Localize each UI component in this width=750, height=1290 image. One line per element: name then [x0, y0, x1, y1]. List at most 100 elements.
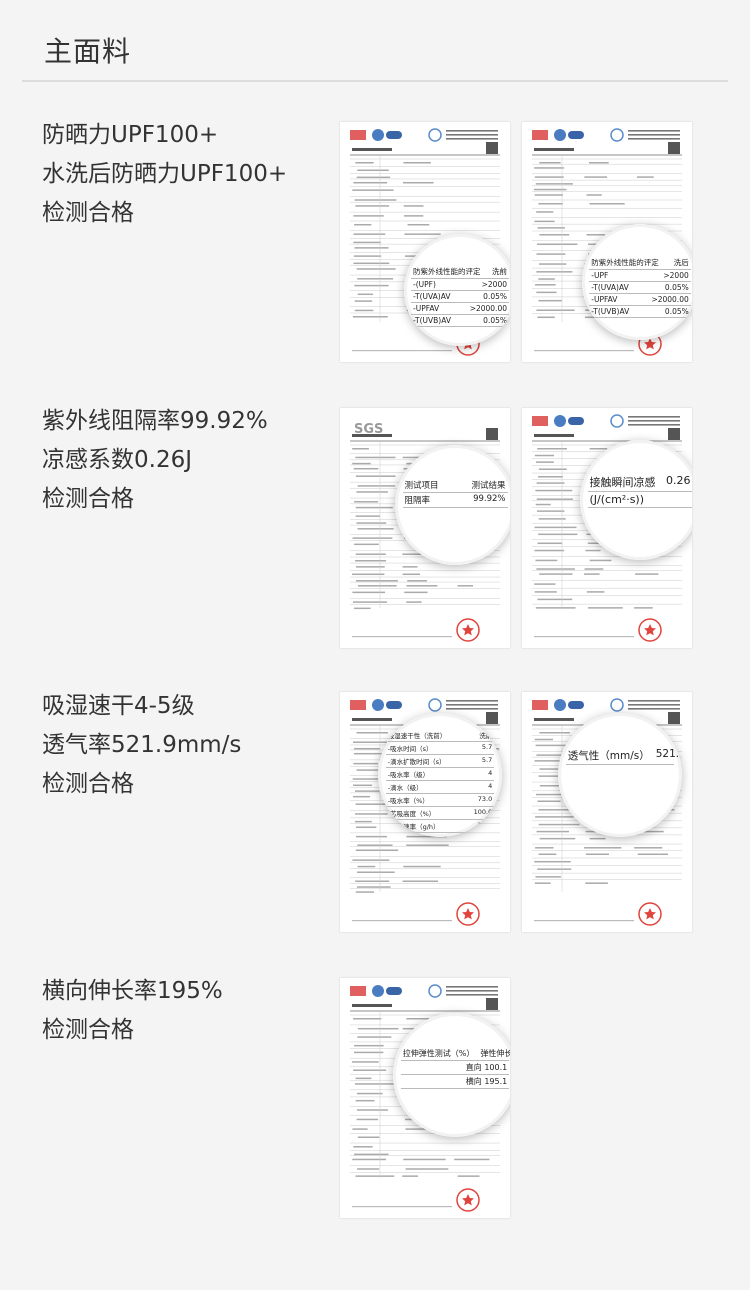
doc-line	[352, 778, 381, 780]
doc-line	[355, 813, 388, 815]
doc-line	[355, 566, 385, 568]
doc-line	[355, 506, 393, 509]
doc-line	[352, 784, 373, 787]
magnified-text: >2000.00	[469, 303, 507, 313]
doc-line	[356, 769, 395, 771]
stamp	[462, 624, 474, 636]
doc-line	[352, 573, 385, 576]
doc-heading	[534, 718, 574, 721]
doc-line	[403, 1158, 446, 1161]
doc-line	[402, 456, 429, 459]
magnified-text: 测试项目	[404, 481, 439, 491]
doc-line	[635, 573, 659, 575]
section-line: 透气率521.9mm/s	[42, 732, 242, 758]
doc-line	[628, 138, 680, 140]
doc-line	[355, 1175, 395, 1177]
logo-badge	[350, 130, 366, 140]
magnified-text: -UPFAV	[591, 294, 618, 304]
report-image: 防紫外线性能的评定 洗前 -(UPF) >2000 -T(UVA)AV 0.05% -UPF…	[340, 122, 510, 362]
doc-line	[354, 820, 372, 823]
doc-line	[446, 700, 498, 702]
doc-line	[357, 1036, 392, 1038]
doc-line	[586, 234, 605, 236]
doc-line	[534, 882, 551, 884]
magnified-row: -T(UVA)AV 0.05%	[589, 282, 691, 294]
magnified-text: 直向 100.1	[465, 1063, 508, 1073]
doc-line	[352, 316, 388, 318]
doc-line	[586, 194, 602, 196]
doc-line	[446, 994, 498, 996]
doc-line	[402, 566, 418, 568]
qr-code	[668, 712, 680, 724]
doc-line	[534, 549, 565, 552]
doc-line	[356, 1109, 388, 1111]
doc-line	[628, 420, 680, 422]
magnified-text: 接触瞬间凉感	[589, 476, 656, 489]
doc-line	[535, 847, 554, 849]
doc-line	[538, 468, 567, 470]
doc-line	[352, 189, 394, 191]
magnified-row: 横向 195.1	[400, 1075, 510, 1090]
doc-line	[355, 891, 375, 893]
section-line: 横向伸长率195%	[42, 978, 223, 1004]
doc-line	[537, 542, 563, 545]
magnifier: 透气性（mm/s） 521.9	[558, 713, 682, 837]
doc-line	[634, 847, 663, 849]
doc-line	[587, 542, 606, 545]
section-line: 水洗后防晒力UPF100+	[42, 161, 288, 187]
doc-line	[355, 553, 386, 555]
qr-code	[486, 428, 498, 440]
magnified-table: 防紫外线性能的评定 洗前 -(UPF) >2000 -T(UVA)AV 0.05% -UPF…	[411, 265, 509, 327]
magnified-row: -(UPF) >2000	[411, 279, 509, 291]
magnified-text: -T(UVA)AV	[413, 291, 451, 301]
stamp	[638, 618, 662, 642]
doc-line	[538, 299, 562, 302]
doc-line	[636, 176, 654, 178]
doc-line	[357, 528, 394, 530]
logo-badge	[554, 699, 566, 711]
doc-line	[352, 1061, 379, 1063]
logo-badge	[532, 700, 548, 710]
doc-line	[536, 568, 575, 570]
logo-badge	[372, 129, 384, 141]
doc-line	[535, 816, 574, 818]
magnified-text: 防紫外线性能的评定	[413, 266, 481, 276]
magnified-row: -透湿量（级） 5	[386, 833, 495, 838]
doc-line	[535, 183, 573, 185]
doc-line	[355, 475, 396, 477]
section-line: 防晒力UPF100+	[42, 122, 219, 148]
doc-line	[535, 489, 573, 492]
doc-line	[628, 708, 680, 710]
doc-line	[356, 522, 387, 524]
doc-line	[352, 350, 452, 352]
magnifier: 防紫外线性能的评定 洗后 -UPF >2000 -T(UVA)AV 0.05% -UPFAV…	[582, 224, 692, 340]
logo-badge	[372, 699, 384, 711]
doc-line	[354, 790, 380, 792]
doc-line	[538, 263, 567, 265]
doc-line	[357, 871, 395, 873]
magnified-text: 0.05%	[483, 315, 507, 325]
doc-line	[352, 537, 393, 539]
doc-line	[406, 585, 438, 587]
doc-line	[535, 559, 558, 562]
stamp	[462, 1194, 474, 1206]
doc-line	[538, 775, 576, 777]
doc-line	[356, 268, 396, 270]
section-line: 检测合格	[42, 1017, 134, 1043]
doc-line	[354, 1083, 397, 1085]
doc-line	[539, 162, 561, 164]
doc-line	[628, 704, 680, 706]
doc-line	[354, 1153, 389, 1156]
magnified-text: -UPF	[591, 270, 609, 280]
magnified-text: -芯吸高度（%）	[387, 809, 436, 818]
magnified-row: -滴水扩散时间（s） 5.7	[385, 755, 495, 768]
doc-line	[534, 760, 573, 762]
doc-line	[406, 601, 422, 603]
doc-line	[353, 1146, 373, 1148]
stamp	[638, 902, 662, 926]
magnified-text: -吸水率（级）	[387, 770, 430, 779]
doc-heading	[352, 148, 392, 151]
logo-badge	[568, 131, 584, 139]
doc-line	[537, 800, 561, 803]
doc-line	[355, 880, 390, 882]
